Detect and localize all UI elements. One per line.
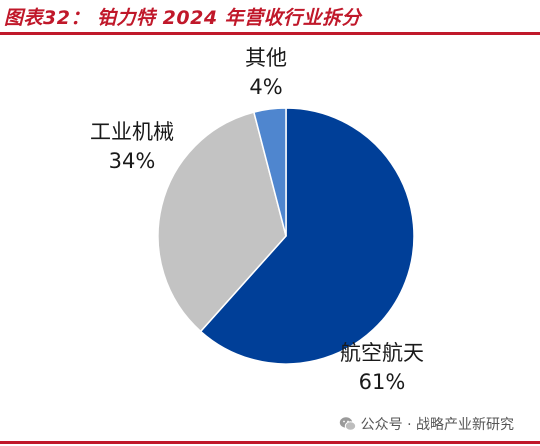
footer-rule (0, 441, 540, 444)
title-rule (0, 32, 540, 35)
slice-aerospace (199, 107, 415, 365)
wechat-icon (339, 417, 356, 431)
slice-aerospace-value: 61% (359, 370, 406, 394)
slice-other-name: 其他 (245, 46, 287, 70)
pie-slices (157, 107, 415, 365)
slice-other-value: 4% (249, 75, 282, 99)
slice-industrial (157, 111, 287, 333)
slice-aerospace-name: 航空航天 (340, 341, 424, 365)
slice-industrial-name: 工业机械 (90, 120, 174, 144)
slice-other (252, 107, 287, 237)
pie-labels: 航空航天 61% 工业机械 34% 其他 4% (90, 46, 424, 394)
chart-title: 图表32： 铂力特 2024 年营收行业拆分 (4, 7, 362, 29)
slice-industrial-value: 34% (109, 149, 156, 173)
watermark: 公众号 · 战略产业新研究 (339, 414, 514, 434)
watermark-text: 公众号 · 战略产业新研究 (360, 417, 514, 433)
